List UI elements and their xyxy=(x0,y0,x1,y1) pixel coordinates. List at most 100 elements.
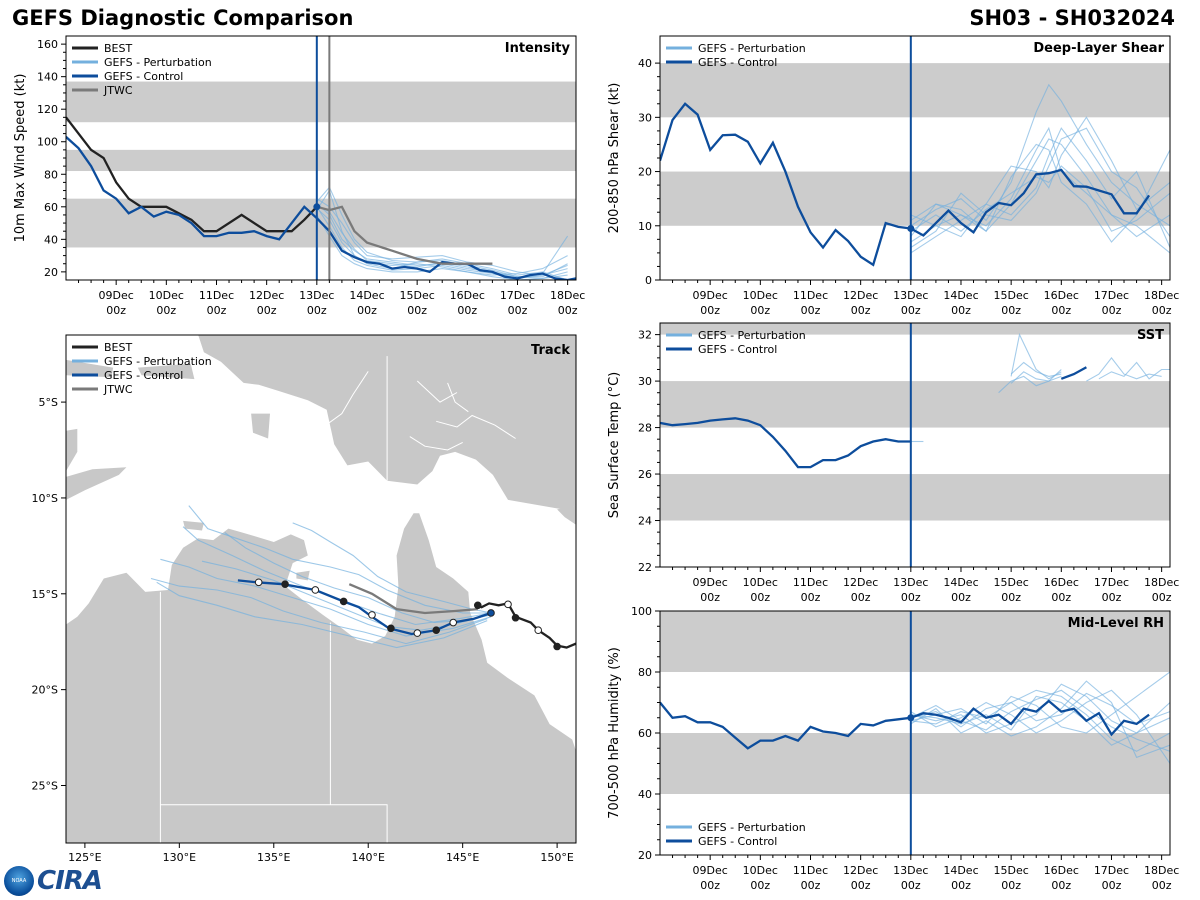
intensity-y-tick-label: 80 xyxy=(44,168,58,181)
track-lon-label: 150°E xyxy=(540,851,573,864)
sst-y-tick-label: 26 xyxy=(638,468,652,481)
rh-x-tick-label-hour: 00z xyxy=(801,879,821,892)
track-best-marker xyxy=(473,601,482,610)
rh-lines xyxy=(660,671,1170,764)
rh-x-tick-label-hour: 00z xyxy=(700,879,720,892)
louisiade-land xyxy=(557,505,576,525)
rh-perturbation-line xyxy=(910,692,1170,725)
sst-x-tick-label-day: 10Dec xyxy=(743,576,778,589)
intensity-x-tick-label-hour: 00z xyxy=(156,304,176,317)
sst-panel-title: SST xyxy=(1137,328,1164,343)
sst-y-axis-label: Sea Surface Temp (°C) xyxy=(607,372,622,519)
track-control-marker xyxy=(368,611,376,619)
intensity-legend-label: BEST xyxy=(104,42,132,55)
sst-y-tick-label: 24 xyxy=(638,515,652,528)
shear-x-tick-label-hour: 00z xyxy=(901,304,921,317)
sst-perturbation-line xyxy=(1010,371,1062,384)
shear-x-tick-label-hour: 00z xyxy=(750,304,770,317)
intensity-perturbation-line xyxy=(316,214,568,280)
province-border xyxy=(416,380,458,403)
rh-x-tick-label-day: 11Dec xyxy=(793,864,828,877)
shear-y-tick-label: 20 xyxy=(638,166,652,179)
aru-islands-land xyxy=(251,413,270,439)
rh-legend-label: GEFS - Control xyxy=(698,835,777,848)
track-control-marker xyxy=(311,586,320,594)
rh-x-tick-label-day: 10Dec xyxy=(743,864,778,877)
track-legend-label: GEFS - Perturbation xyxy=(104,355,212,368)
shear-x-tick-label-day: 17Dec xyxy=(1094,289,1129,302)
sst-y-tick-label: 32 xyxy=(638,329,652,342)
track-panel-title: Track xyxy=(531,343,570,358)
intensity-panel-title: Intensity xyxy=(505,41,571,56)
shear-panel-title: Deep-Layer Shear xyxy=(1033,41,1164,56)
intensity-x-tick-label-day: 12Dec xyxy=(249,289,284,302)
rh-x-tick-label-hour: 00z xyxy=(750,879,770,892)
sst-x-tick-label-day: 09Dec xyxy=(693,576,728,589)
intensity-y-tick-label: 140 xyxy=(37,71,58,84)
rh-shaded-band xyxy=(660,611,1170,672)
intensity-y-tick-label: 100 xyxy=(37,136,58,149)
manus-land xyxy=(434,344,508,355)
shear-y-tick-label: 30 xyxy=(638,111,652,124)
track-control-marker xyxy=(432,626,441,635)
sst-x-tick-label-hour: 00z xyxy=(901,591,921,604)
seram-land xyxy=(137,363,195,380)
rh-x-tick-label-day: 09Dec xyxy=(693,864,728,877)
track-control-marker xyxy=(254,578,263,587)
sst-x-tick-label-hour: 00z xyxy=(801,591,821,604)
shear-legend-label: GEFS - Perturbation xyxy=(698,42,806,55)
sst-y-tick-label: 22 xyxy=(638,561,652,574)
track-lon-label: 140°E xyxy=(351,851,384,864)
track-perturbation-line xyxy=(188,505,491,614)
shear-x-tick-label-hour: 00z xyxy=(1152,304,1172,317)
rh-perturbation-line xyxy=(910,680,1170,759)
intensity-x-tick-label-day: 10Dec xyxy=(149,289,184,302)
sst-y-tick-label: 30 xyxy=(638,375,652,388)
track-best-marker xyxy=(553,642,561,651)
shear-perturbation-line xyxy=(910,126,1170,254)
shear-y-tick-label: 10 xyxy=(638,220,652,233)
intensity-x-tick-label-hour: 00z xyxy=(357,304,377,317)
sst-x-tick-label-hour: 00z xyxy=(750,591,770,604)
shear-shaded-band xyxy=(660,63,1170,118)
track-perturbation-line xyxy=(224,531,492,624)
shear-legend-label: GEFS - Control xyxy=(698,56,777,69)
intensity-best-line xyxy=(66,116,318,233)
shear-x-tick-label-day: 10Dec xyxy=(743,289,778,302)
intensity-x-tick-label-hour: 00z xyxy=(106,304,126,317)
rh-x-tick-label-hour: 00z xyxy=(901,879,921,892)
state-border-south xyxy=(160,804,388,843)
shear-perturbation-line xyxy=(910,143,1170,243)
intensity-x-tick-label-hour: 00z xyxy=(257,304,277,317)
intensity-init-marker xyxy=(313,203,321,211)
shear-x-tick-label-day: 12Dec xyxy=(843,289,878,302)
sst-x-tick-label-hour: 00z xyxy=(1102,591,1122,604)
sst-shaded-band xyxy=(660,381,1170,428)
sst-gefs-control-line xyxy=(1060,366,1087,380)
rh-x-tick-label-hour: 00z xyxy=(951,879,971,892)
shear-x-tick-label-hour: 00z xyxy=(1051,304,1071,317)
sst-x-tick-label-day: 18Dec xyxy=(1144,576,1179,589)
intensity-jtwc-line xyxy=(316,205,493,265)
rh-x-tick-label-hour: 00z xyxy=(851,879,871,892)
track-lat-label: 20°S xyxy=(32,684,58,697)
figure-title: GEFS Diagnostic Comparison xyxy=(12,6,354,30)
track-map-layer xyxy=(66,335,576,843)
intensity-perturbation-line xyxy=(316,207,568,276)
track-control-marker xyxy=(387,624,395,633)
shear-gefs-control-line xyxy=(660,102,1151,267)
province-border xyxy=(447,382,469,413)
sst-x-tick-label-hour: 00z xyxy=(851,591,871,604)
sst-x-tick-label-hour: 00z xyxy=(1152,591,1172,604)
intensity-legend-label: GEFS - Control xyxy=(104,70,183,83)
track-legend-label: GEFS - Control xyxy=(104,369,183,382)
shear-panel: 0 10 20 30 40 09Dec 00z 10Dec 00z 11Dec 00z 12Dec 00… xyxy=(607,35,1179,317)
sst-perturbation-line xyxy=(1098,361,1170,380)
sst-legend-label: GEFS - Perturbation xyxy=(698,329,806,342)
intensity-y-tick-label: 60 xyxy=(44,201,58,214)
shear-x-tick-label-hour: 00z xyxy=(1102,304,1122,317)
rh-x-tick-label-hour: 00z xyxy=(1152,879,1172,892)
sst-frame xyxy=(659,322,1171,568)
sst-perturbation-line xyxy=(1010,332,1062,380)
